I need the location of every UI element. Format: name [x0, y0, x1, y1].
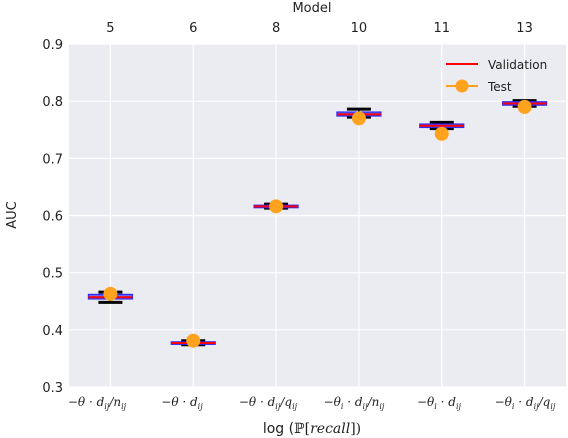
top-tick-label: 13 [516, 21, 533, 36]
y-tick-label: 0.9 [42, 38, 63, 53]
x-tick-label-4: −θi · dij/nij [324, 395, 385, 411]
top-tick-label: 10 [351, 21, 368, 36]
x-tick-label-2: −θ · dij [161, 395, 203, 411]
x-tick-label-5: −θi · dij [417, 395, 462, 411]
x-tick-label-1: −θ · dij/nij [68, 395, 127, 411]
x-tick-label-3: −θ · dij/qij [239, 395, 298, 411]
y-axis-title: AUC [5, 201, 20, 229]
top-tick-label: 6 [189, 21, 197, 36]
x-axis-title: log (ℙ[recall]) [263, 421, 361, 437]
legend-test-marker [455, 79, 469, 93]
test-points [103, 99, 532, 348]
test-point-3 [269, 199, 284, 214]
top-tick-label: 11 [433, 21, 450, 36]
top-axis-title: Model [292, 1, 331, 16]
y-tick-label: 0.3 [42, 381, 63, 396]
legend-validation-label: Validation [488, 58, 547, 72]
test-point-4 [351, 111, 366, 126]
x-tick-label-6: −θi · dij/qij [495, 395, 556, 411]
top-tick-label: 8 [272, 21, 280, 36]
y-tick-labels: 0.3 0.4 0.5 0.6 0.7 0.8 0.9 [42, 38, 63, 396]
y-tick-label: 0.7 [42, 152, 63, 167]
x-tick-labels: −θ · dij/nij −θ · dij −θ · dij/qij −θi ·… [68, 395, 556, 411]
box-5 [419, 120, 465, 131]
test-point-2 [186, 333, 201, 348]
legend-test-label: Test [487, 80, 512, 94]
test-point-6 [517, 99, 532, 114]
y-tick-label: 0.8 [42, 95, 63, 110]
legend: Validation Test [446, 58, 547, 94]
top-tick-label: 5 [106, 21, 114, 36]
y-tick-label: 0.6 [42, 210, 63, 225]
test-point-1 [103, 286, 118, 301]
grid [69, 43, 566, 388]
test-point-5 [434, 126, 449, 141]
y-tick-label: 0.4 [42, 324, 63, 339]
top-tick-labels: 5 6 8 10 11 13 [106, 21, 533, 36]
y-tick-label: 0.5 [42, 267, 63, 282]
